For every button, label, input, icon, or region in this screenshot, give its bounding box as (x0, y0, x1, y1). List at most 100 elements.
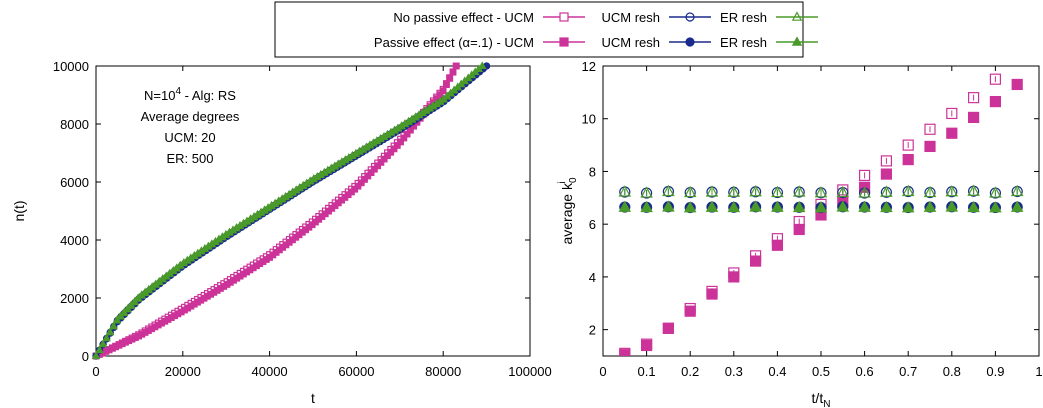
data-point (442, 81, 450, 88)
data-point (989, 201, 1002, 213)
legend-label: ER resh (720, 10, 767, 25)
left-chart: 0 20000 40000 60000 80000 100000 0 2000 4000 6000… (11, 59, 552, 406)
data-point (989, 186, 1002, 198)
data-point (706, 288, 718, 300)
data-point (880, 168, 893, 180)
x-tick-label: 0.4 (768, 364, 786, 379)
data-point (814, 186, 828, 198)
data-point (749, 200, 762, 212)
data-point (452, 62, 460, 70)
x-tick-label: 60000 (338, 364, 374, 379)
data-point (946, 127, 958, 139)
data-point (836, 200, 850, 212)
data-point (683, 201, 697, 213)
data-point (662, 184, 675, 197)
annotation-line: UCM: 20 (164, 130, 215, 145)
data-point (967, 200, 980, 213)
legend-label: UCM resh (601, 35, 660, 50)
y-axis-label: n(t) (11, 201, 27, 222)
data-point (119, 308, 129, 316)
data-point (105, 327, 115, 336)
data-point (640, 339, 653, 352)
series-filled-triangle (91, 61, 487, 359)
legend: No passive effect - UCM UCM resh ER resh Pa… (274, 1, 818, 58)
data-point (1010, 184, 1024, 197)
legend-marker (559, 12, 569, 22)
legend-marker (685, 37, 695, 47)
data-point (880, 200, 893, 213)
data-point (967, 184, 980, 196)
x-tick-label: 0.1 (638, 364, 656, 379)
y-tick-label: 0 (82, 349, 89, 364)
data-point (478, 61, 487, 70)
series-open-square (92, 62, 460, 360)
data-point (727, 185, 741, 197)
data-point (684, 305, 696, 317)
y-tick-label: 4000 (60, 233, 89, 248)
data-point (640, 186, 653, 198)
data-point (619, 349, 631, 356)
x-tick-label: 0.2 (681, 364, 699, 379)
data-point (814, 201, 828, 213)
data-point (967, 111, 980, 124)
legend-marker (559, 37, 569, 47)
series-filled-square (92, 62, 460, 360)
data-point (112, 315, 122, 324)
y-tick-label: 6000 (60, 175, 89, 190)
data-point (989, 95, 1002, 108)
y-tick-label: 2000 (60, 291, 89, 306)
data-point (945, 185, 959, 197)
x-tick-label: 0 (599, 364, 606, 379)
x-tick-label: 0.8 (943, 364, 961, 379)
data-point (98, 339, 108, 348)
x-tick-label: 40000 (252, 364, 288, 379)
legend-label: Passive effect (α=.1) - UCM (374, 35, 534, 50)
data-point (123, 304, 132, 313)
data-point (924, 140, 936, 153)
data-point (771, 185, 784, 198)
data-point (1012, 50, 1022, 60)
data-point (836, 185, 850, 198)
series-open-triangle (91, 61, 487, 359)
data-point (792, 185, 806, 197)
data-point (858, 200, 871, 212)
data-point (449, 68, 457, 76)
series-filled-square (619, 78, 1023, 356)
y-axis-label: average k0i (557, 177, 579, 244)
data-point (771, 239, 784, 251)
data-point (792, 200, 806, 213)
data-point (130, 297, 139, 306)
annotation-line: Average degrees (141, 109, 240, 124)
data-point (705, 185, 719, 197)
x-tick-label: 0.6 (856, 364, 874, 379)
data-point (109, 321, 118, 330)
data-point (618, 200, 632, 212)
data-point (923, 185, 937, 198)
data-point (749, 185, 762, 197)
data-point (902, 153, 914, 166)
data-point (91, 351, 101, 359)
x-tick-label: 1 (1035, 364, 1042, 379)
x-axis-label: t/tN (812, 390, 831, 408)
y-tick-label: 6 (589, 217, 596, 232)
data-point (95, 345, 104, 354)
plot-frame (95, 65, 531, 357)
data-point (640, 200, 653, 213)
data-point (880, 185, 893, 197)
legend-marker (791, 36, 803, 46)
right-chart: 0 0.1 0.2 0.3 0.4 0.5 0.6 0.7 0.8 0.9 124681012t/t… (557, 50, 1043, 408)
legend-label: ER resh (720, 35, 767, 50)
series-open-triangle (618, 184, 1024, 198)
data-point (858, 186, 871, 198)
legend-box (274, 1, 804, 58)
data-point (705, 200, 719, 212)
legend-label: No passive effect - UCM (393, 10, 534, 25)
annotation-line: ER: 500 (167, 151, 214, 166)
annotation-line: N=104 - Alg: RS (144, 86, 236, 103)
data-point (727, 200, 741, 213)
x-tick-label: 0.9 (986, 364, 1004, 379)
y-tick-label: 2 (589, 323, 596, 338)
data-point (945, 200, 959, 212)
data-point (439, 87, 447, 95)
